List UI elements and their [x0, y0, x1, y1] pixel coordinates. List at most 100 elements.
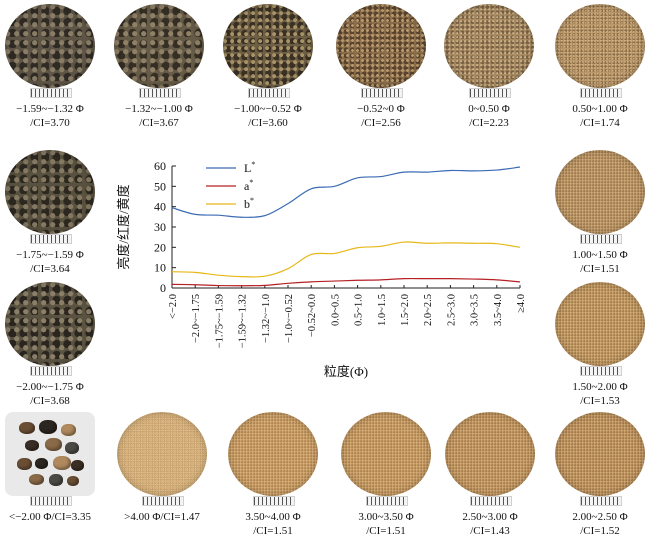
- scale-ruler: [30, 366, 72, 376]
- pebble: [67, 476, 79, 486]
- x-tick-label: ≥4.0: [516, 294, 527, 313]
- sample-grain-range: 0~0.50 Φ: [468, 103, 510, 115]
- sample-photo: [222, 4, 314, 98]
- x-tick-label: 0.0~0.5: [330, 294, 341, 326]
- sample-caption: >4.00 Φ/CI=1.47: [112, 510, 212, 524]
- scale-ruler: [580, 88, 622, 98]
- x-tick-label: −0.52~0.0: [307, 294, 318, 337]
- legend-label: L*: [244, 160, 255, 175]
- pebble: [49, 474, 63, 486]
- y-tick-label: 50: [154, 179, 166, 193]
- sediment-disc: [223, 4, 313, 88]
- y-tick-label: 20: [154, 240, 166, 254]
- x-tick-label: 2.0~2.5: [423, 294, 434, 326]
- sample-tile: −1.59~−1.32 Φ/CI=3.70: [0, 4, 100, 130]
- scale-ruler: [580, 496, 622, 506]
- sample-grain-range: −1.75~−1.59 Φ: [16, 249, 84, 261]
- sample-grain-range: 2.00~2.50 Φ: [572, 511, 628, 523]
- sample-caption: 1.00~1.50 Φ/CI=1.51: [550, 248, 650, 276]
- scale-ruler: [139, 88, 181, 98]
- sample-grain-range: −1.00~−0.52 Φ: [234, 103, 302, 115]
- sample-ci: /CI=3.70: [30, 117, 70, 129]
- y-tick-label: 40: [154, 200, 166, 214]
- sample-tile: 2.50~3.00 Φ/CI=1.43: [440, 412, 540, 538]
- sample-grain-range: 0.50~1.00 Φ: [572, 103, 628, 115]
- sediment-disc: [5, 412, 95, 496]
- pebble: [65, 442, 79, 454]
- sample-tile: 1.50~2.00 Φ/CI=1.53: [550, 282, 650, 408]
- sample-caption: −1.32~−1.00 Φ/CI=3.67: [109, 102, 209, 130]
- x-axis-label: 粒度(Φ): [324, 364, 368, 379]
- sample-tile: 0.50~1.00 Φ/CI=1.74: [550, 4, 650, 130]
- sample-grain-range: <−2.00 Φ/CI=3.35: [9, 511, 91, 523]
- sediment-disc: [555, 4, 645, 88]
- sample-photo: [4, 282, 96, 376]
- sample-photo: [554, 412, 646, 506]
- scale-ruler: [580, 234, 622, 244]
- sample-photo: [4, 412, 96, 506]
- series-line-a: [171, 277, 521, 287]
- sample-ci: /CI=3.68: [30, 395, 70, 407]
- sample-photo: [4, 4, 96, 98]
- x-tick-label: −1.0~−0.52: [284, 294, 295, 343]
- pebble: [35, 458, 48, 469]
- sample-ci: /CI=1.51: [366, 525, 406, 537]
- sample-tile: <−2.00 Φ/CI=3.35: [0, 412, 100, 524]
- sample-caption: 1.50~2.00 Φ/CI=1.53: [550, 380, 650, 408]
- sample-ci: /CI=1.43: [470, 525, 510, 537]
- x-tick-label: 2.5~3.0: [446, 294, 457, 326]
- x-tick-label: −2.0~−1.75: [191, 294, 202, 343]
- scale-ruler: [30, 88, 72, 98]
- x-tick-label: 1.5~2.0: [400, 294, 411, 326]
- sample-grain-range: 1.50~2.00 Φ: [572, 381, 628, 393]
- sample-caption: 0~0.50 Φ/CI=2.23: [439, 102, 539, 130]
- legend-label-sup: *: [251, 160, 255, 169]
- sample-caption: −1.00~−0.52 Φ/CI=3.60: [218, 102, 318, 130]
- y-tick-label: 60: [154, 159, 166, 173]
- sample-photo: [554, 4, 646, 98]
- sample-ci: /CI=2.23: [469, 117, 509, 129]
- sample-tile: −1.32~−1.00 Φ/CI=3.67: [109, 4, 209, 130]
- x-tick-label: 3.0~3.5: [470, 294, 481, 326]
- scale-ruler: [469, 88, 511, 98]
- sample-photo: [4, 150, 96, 244]
- series-line-L: [171, 166, 521, 218]
- sample-tile: 0~0.50 Φ/CI=2.23: [439, 4, 539, 130]
- legend-label-sup: *: [250, 196, 254, 205]
- sample-tile: −1.00~−0.52 Φ/CI=3.60: [218, 4, 318, 130]
- sediment-disc: [114, 4, 204, 88]
- sample-ci: /CI=1.53: [580, 395, 620, 407]
- scale-ruler: [30, 234, 72, 244]
- sample-photo: [227, 412, 319, 506]
- sample-ci: /CI=3.64: [30, 263, 70, 275]
- pebble: [29, 474, 44, 485]
- y-axis-label: 亮度/红度/黄度: [116, 184, 131, 269]
- sample-photo: [335, 4, 427, 98]
- sample-caption: −2.00~−1.75 Φ/CI=3.68: [0, 380, 100, 408]
- sample-caption: −1.75~−1.59 Φ/CI=3.64: [0, 248, 100, 276]
- sample-ci: /CI=3.60: [248, 117, 288, 129]
- sediment-disc: [336, 4, 426, 88]
- sample-grain-range: −0.52~0 Φ: [357, 103, 405, 115]
- legend-label: b*: [244, 196, 254, 211]
- scale-ruler: [253, 496, 295, 506]
- sediment-disc: [228, 412, 318, 496]
- sediment-disc: [445, 412, 535, 496]
- sediment-disc: [5, 282, 95, 366]
- sample-grain-range: >4.00 Φ/CI=1.47: [124, 511, 200, 523]
- sample-grain-range: 1.00~1.50 Φ: [572, 249, 628, 261]
- sample-photo: [113, 4, 205, 98]
- sample-tile: −1.75~−1.59 Φ/CI=3.64: [0, 150, 100, 276]
- pebble: [19, 422, 35, 434]
- sample-caption: 0.50~1.00 Φ/CI=1.74: [550, 102, 650, 130]
- sample-photo: [116, 412, 208, 506]
- scale-ruler: [248, 88, 290, 98]
- x-tick-label: 1.0~1.5: [377, 294, 388, 326]
- legend-label-sup: *: [249, 178, 253, 187]
- pebble: [71, 460, 84, 471]
- sample-grain-range: −1.59~−1.32 Φ: [16, 103, 84, 115]
- pebble: [17, 458, 32, 470]
- sample-ci: /CI=1.52: [580, 525, 620, 537]
- sample-tile: >4.00 Φ/CI=1.47: [112, 412, 212, 524]
- sediment-disc: [555, 150, 645, 234]
